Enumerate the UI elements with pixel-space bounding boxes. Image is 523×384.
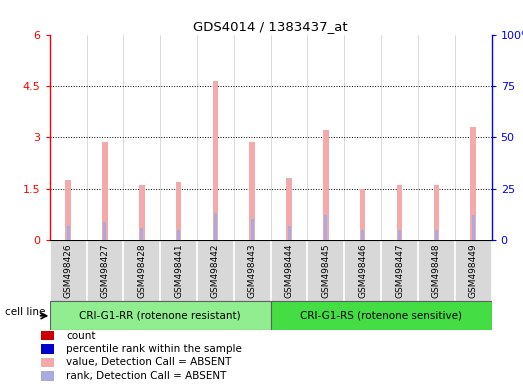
Text: cell line: cell line <box>5 307 46 318</box>
Bar <box>176 182 181 240</box>
Bar <box>41 371 53 381</box>
Text: GSM498427: GSM498427 <box>100 243 109 298</box>
Bar <box>398 230 401 240</box>
Text: count: count <box>66 331 96 341</box>
Title: GDS4014 / 1383437_at: GDS4014 / 1383437_at <box>194 20 348 33</box>
Text: GSM498447: GSM498447 <box>395 243 404 298</box>
Bar <box>288 226 291 240</box>
Bar <box>435 230 438 240</box>
Text: GSM498445: GSM498445 <box>322 243 331 298</box>
Bar <box>271 301 492 330</box>
Text: GSM498443: GSM498443 <box>248 243 257 298</box>
Bar <box>139 185 144 240</box>
Bar <box>361 230 364 240</box>
Bar <box>472 215 475 240</box>
Bar <box>360 189 366 240</box>
Bar <box>434 185 439 240</box>
Text: GSM498426: GSM498426 <box>64 243 73 298</box>
Text: CRI-G1-RR (rotenone resistant): CRI-G1-RR (rotenone resistant) <box>79 311 241 321</box>
Bar <box>65 180 71 240</box>
Text: GSM498442: GSM498442 <box>211 243 220 298</box>
Bar <box>50 301 271 330</box>
Bar <box>213 81 218 240</box>
Text: value, Detection Call = ABSENT: value, Detection Call = ABSENT <box>66 358 232 367</box>
Text: GSM498448: GSM498448 <box>432 243 441 298</box>
Bar <box>324 215 327 240</box>
Bar <box>66 226 70 240</box>
Bar <box>251 220 254 240</box>
Bar <box>249 142 255 240</box>
Text: GSM498428: GSM498428 <box>137 243 146 298</box>
Text: GSM498449: GSM498449 <box>469 243 477 298</box>
Bar <box>471 127 476 240</box>
Bar <box>41 331 53 341</box>
Text: percentile rank within the sample: percentile rank within the sample <box>66 344 242 354</box>
Text: CRI-G1-RS (rotenone sensitive): CRI-G1-RS (rotenone sensitive) <box>300 311 462 321</box>
Text: GSM498441: GSM498441 <box>174 243 183 298</box>
Bar <box>397 185 402 240</box>
Bar <box>140 228 143 240</box>
Bar <box>104 222 106 240</box>
Text: rank, Detection Call = ABSENT: rank, Detection Call = ABSENT <box>66 371 226 381</box>
Bar <box>214 213 217 240</box>
Bar <box>286 179 292 240</box>
Bar <box>41 344 53 354</box>
Bar <box>323 131 328 240</box>
Text: GSM498444: GSM498444 <box>285 243 293 298</box>
Bar <box>41 358 53 367</box>
Bar <box>177 230 180 240</box>
Bar <box>102 142 108 240</box>
Text: GSM498446: GSM498446 <box>358 243 367 298</box>
